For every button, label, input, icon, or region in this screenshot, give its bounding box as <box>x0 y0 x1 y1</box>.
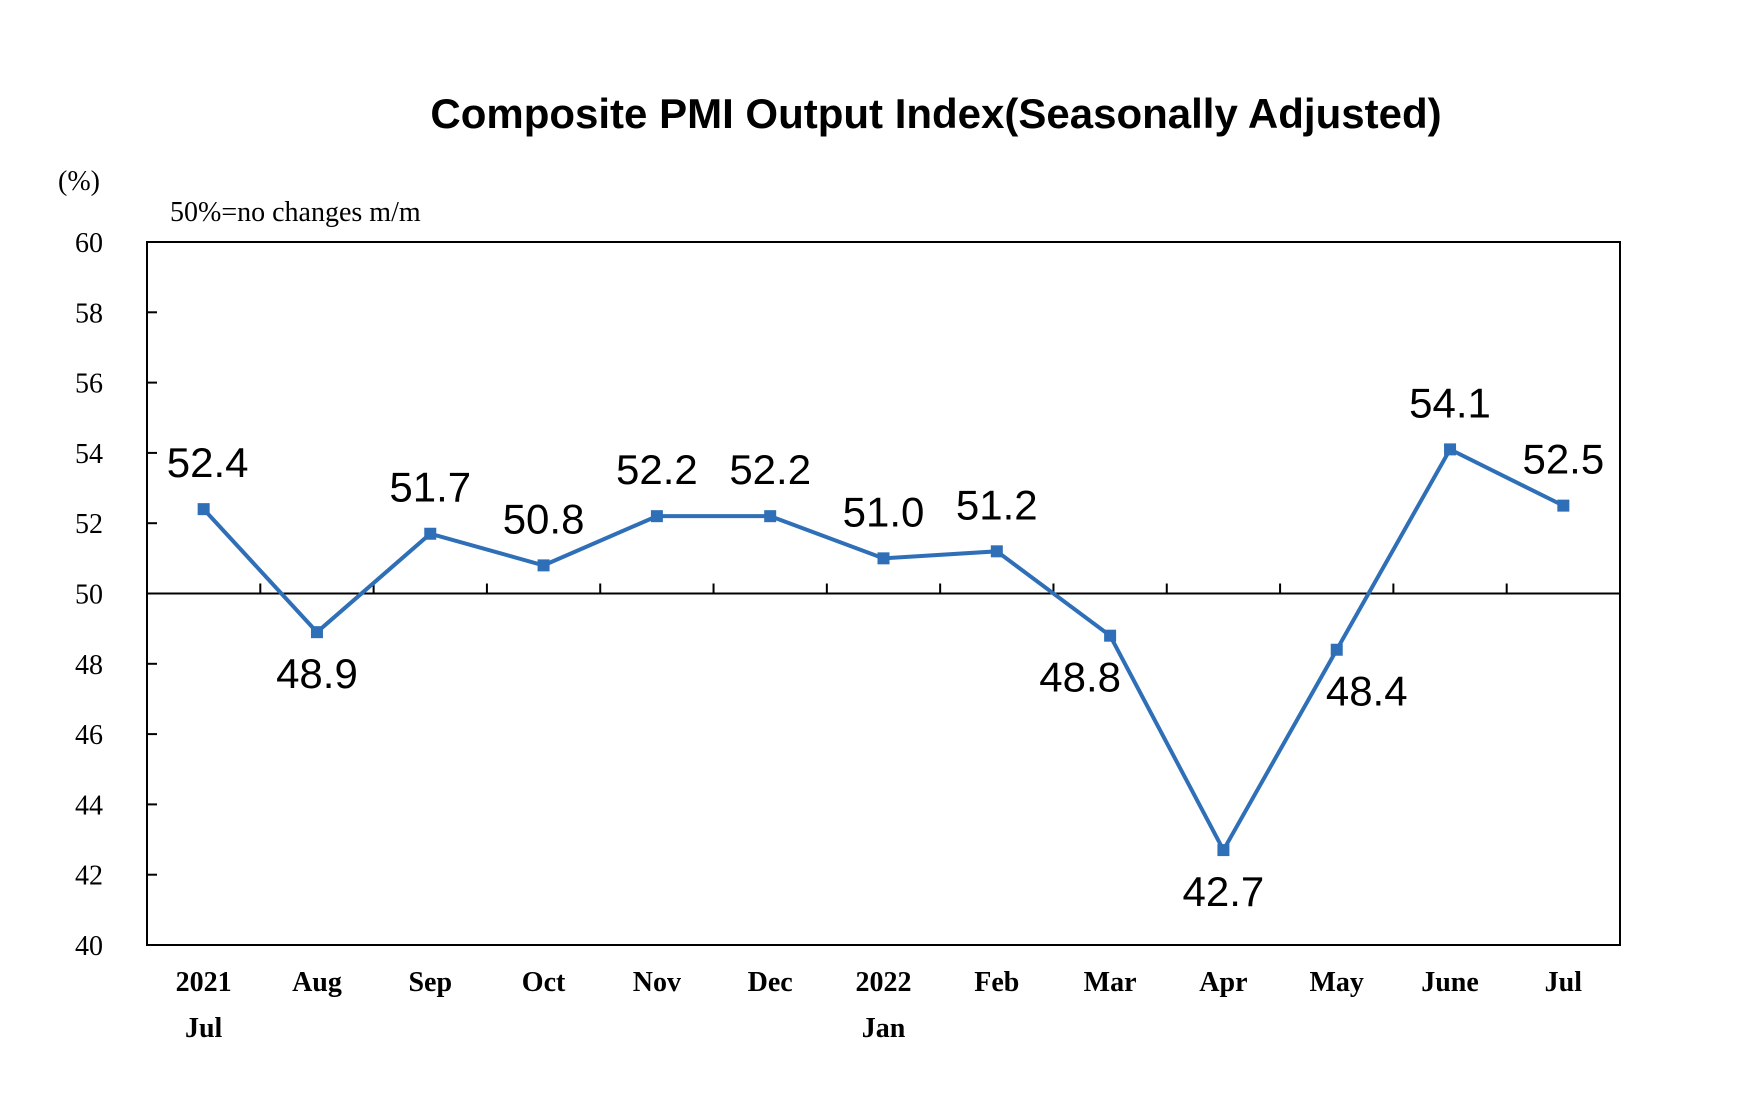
y-tick-label: 46 <box>75 720 103 751</box>
x-tick-label: June <box>1421 967 1479 998</box>
data-labels: 52.4 48.9 51.7 50.8 52.2 52.2 51.0 51.2 48.8 42.7… <box>167 379 1604 915</box>
data-point <box>1330 643 1343 656</box>
x-tick-label: Oct <box>522 967 566 998</box>
data-point <box>424 527 437 540</box>
data-label: 48.4 <box>1326 668 1408 715</box>
x-tick-label: 2021 <box>176 967 232 998</box>
data-label: 51.7 <box>389 464 471 511</box>
y-tick-label: 44 <box>75 790 103 821</box>
data-point <box>197 503 210 516</box>
y-tick-label: 42 <box>75 861 103 892</box>
data-label: 42.7 <box>1183 868 1265 915</box>
data-point <box>764 510 777 523</box>
data-point <box>990 545 1003 558</box>
data-point <box>877 552 890 565</box>
y-tick-label: 48 <box>75 650 103 681</box>
x-tick-label: Mar <box>1084 967 1137 998</box>
data-point <box>650 510 663 523</box>
data-point <box>1104 629 1117 642</box>
x-tick-label: Sep <box>408 967 452 998</box>
data-label: 54.1 <box>1409 379 1491 426</box>
x-tick-label: Feb <box>974 967 1019 998</box>
series-markers <box>197 443 1570 857</box>
x-tick-label: Dec <box>748 967 793 998</box>
data-point <box>1217 844 1230 857</box>
y-tick-label: 52 <box>75 509 103 540</box>
y-axis: 40 42 44 46 48 50 52 54 56 58 60 <box>75 228 157 962</box>
data-label: 48.8 <box>1039 654 1121 701</box>
data-point <box>1444 443 1457 456</box>
x-tick-label: Jul <box>185 1013 223 1044</box>
chart-title: Composite PMI Output Index(Seasonally Ad… <box>430 90 1441 137</box>
x-axis: 2021 Jul Aug Sep Oct Nov Dec 2022 Jan Feb Mar Apr Ma… <box>176 583 1583 1044</box>
plot-area: 40 42 44 46 48 50 52 54 56 58 60 2021 Jul Aug Sep Oct N… <box>75 228 1621 1044</box>
y-tick-label: 58 <box>75 298 103 329</box>
x-tick-label: Apr <box>1199 967 1247 998</box>
x-tick-label: Nov <box>633 967 681 998</box>
unit-label: (%) <box>58 166 100 197</box>
y-tick-label: 40 <box>75 931 103 962</box>
data-label: 52.2 <box>616 446 698 493</box>
x-tick-label: 2022 <box>856 967 912 998</box>
data-label: 52.2 <box>729 446 811 493</box>
data-label: 52.4 <box>167 439 249 486</box>
x-tick-label: Aug <box>292 967 342 998</box>
data-point <box>1557 499 1570 512</box>
x-tick-label: May <box>1310 967 1364 998</box>
data-label: 52.5 <box>1522 436 1604 483</box>
x-tick-label: Jul <box>1545 967 1583 998</box>
data-label: 51.2 <box>956 481 1038 528</box>
data-point <box>310 626 323 639</box>
data-point <box>537 559 550 572</box>
y-tick-label: 56 <box>75 369 103 400</box>
y-tick-label: 50 <box>75 580 103 611</box>
y-tick-label: 54 <box>75 439 103 470</box>
data-label: 48.9 <box>276 650 358 697</box>
reference-note: 50%=no changes m/m <box>170 197 421 228</box>
x-tick-label: Jan <box>862 1013 906 1044</box>
y-tick-label: 60 <box>75 228 103 259</box>
data-label: 51.0 <box>843 488 925 535</box>
data-label: 50.8 <box>503 495 585 542</box>
